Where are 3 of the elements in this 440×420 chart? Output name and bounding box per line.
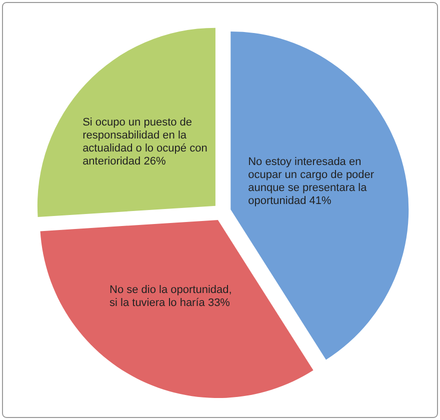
slice-label: No se dio la oportunidad, si la tuviera lo haría 33% — [110, 284, 232, 309]
slice-label: No estoy interesada en ocupar un cargo de poder aunque se presentara la oportunidad 41% — [248, 156, 374, 208]
slice-label: Si ocupo un puesto de responsabilidad en la actualidad o lo ocupé con anterioridad 26% — [82, 116, 208, 168]
